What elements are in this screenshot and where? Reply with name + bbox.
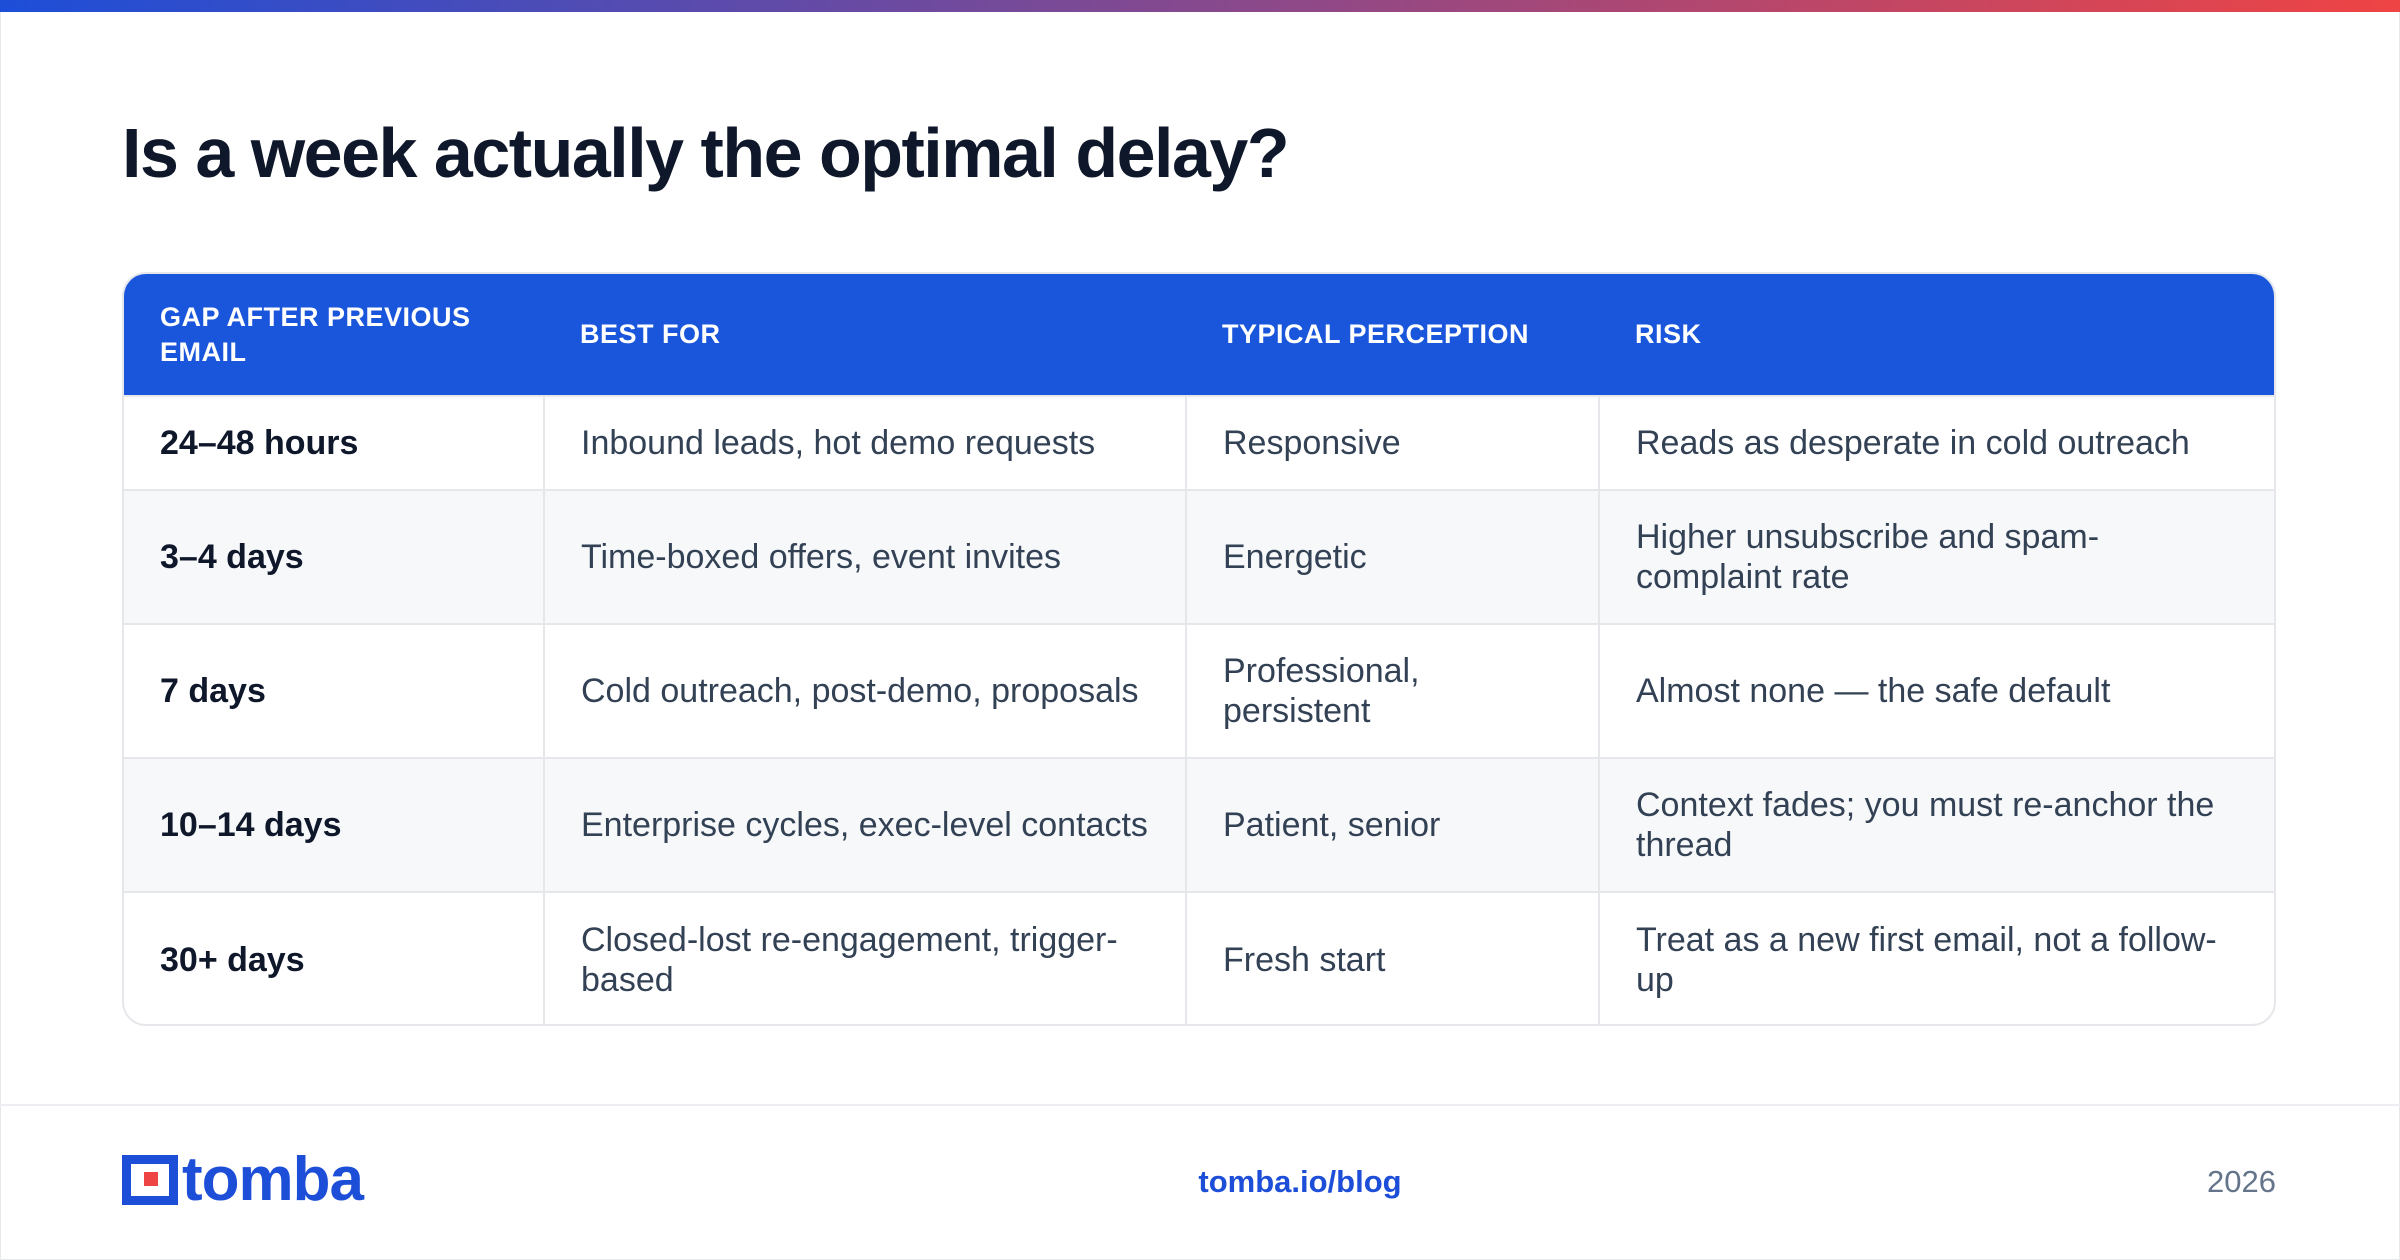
cell-perception: Energetic (1185, 489, 1599, 624)
cell-gap: 30+ days (124, 891, 544, 1024)
cell-best-for: Closed-lost re-engagement, trigger-based (543, 891, 1186, 1024)
cell-perception: Patient, senior (1185, 757, 1599, 892)
cell-risk: Almost none — the safe default (1598, 623, 2274, 758)
table-header-row: GAP AFTER PREVIOUS EMAIL BEST FOR TYPICA… (124, 274, 2274, 396)
gradient-top-bar (0, 0, 2400, 12)
footer-year: 2026 (2207, 1164, 2276, 1199)
cell-best-for: Enterprise cycles, exec-level contacts (543, 757, 1186, 892)
cell-gap: 24–48 hours (124, 395, 544, 490)
cell-perception: Professional, persistent (1185, 623, 1599, 758)
cell-risk: Treat as a new first email, not a follow… (1598, 891, 2274, 1024)
table-row: 10–14 days Enterprise cycles, exec-level… (124, 757, 2274, 892)
cell-best-for: Time-boxed offers, event invites (543, 489, 1186, 624)
page-title: Is a week actually the optimal delay? (122, 114, 1290, 192)
tomba-logo[interactable]: tomba (122, 1145, 364, 1214)
cell-perception: Fresh start (1185, 891, 1599, 1024)
table-row: 3–4 days Time-boxed offers, event invite… (124, 489, 2274, 624)
cell-gap: 7 days (124, 623, 544, 758)
logo-wordmark: tomba (182, 1145, 364, 1214)
delay-comparison-table: GAP AFTER PREVIOUS EMAIL BEST FOR TYPICA… (122, 272, 2276, 1026)
blog-link[interactable]: tomba.io/blog (1198, 1164, 1402, 1199)
cell-best-for: Cold outreach, post-demo, proposals (543, 623, 1186, 758)
tomba-logo-icon (122, 1155, 178, 1205)
header-risk: RISK (1635, 319, 1702, 349)
table-row: 24–48 hours Inbound leads, hot demo requ… (124, 395, 2274, 490)
cell-risk: Reads as desperate in cold outreach (1598, 395, 2274, 490)
cell-risk: Higher unsubscribe and spam-complaint ra… (1598, 489, 2274, 624)
cell-gap: 10–14 days (124, 757, 544, 892)
table-row: 7 days Cold outreach, post-demo, proposa… (124, 623, 2274, 758)
footer-divider (0, 1104, 2400, 1106)
cell-risk: Context fades; you must re-anchor the th… (1598, 757, 2274, 892)
cell-perception: Responsive (1185, 395, 1599, 490)
cell-gap: 3–4 days (124, 489, 544, 624)
header-perception: TYPICAL PERCEPTION (1222, 319, 1530, 349)
cell-best-for: Inbound leads, hot demo requests (543, 395, 1186, 490)
table-row: 30+ days Closed-lost re-engagement, trig… (124, 891, 2274, 1024)
header-best-for: BEST FOR (580, 319, 721, 349)
header-gap: GAP AFTER PREVIOUS EMAIL (160, 301, 471, 367)
